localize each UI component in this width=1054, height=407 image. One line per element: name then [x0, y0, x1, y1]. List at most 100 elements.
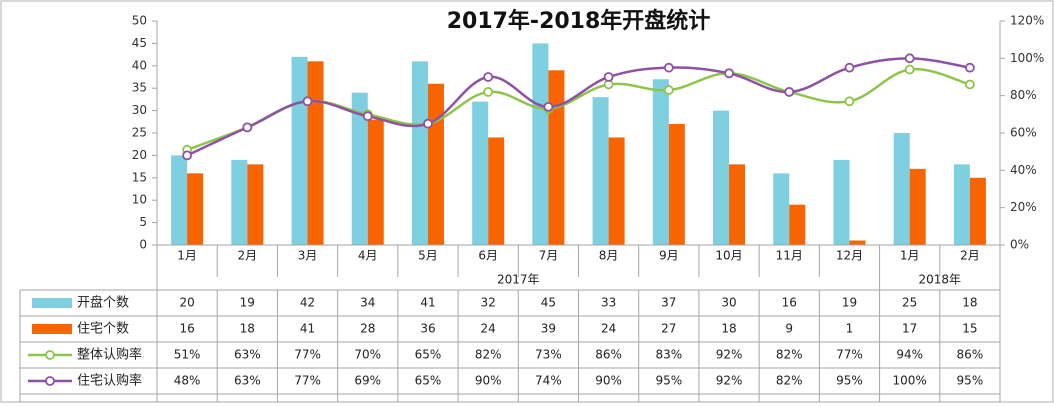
- year-group-label: 2017年: [497, 273, 540, 287]
- data-label: 39: [541, 322, 556, 336]
- x-tick-label: 6月: [478, 249, 498, 263]
- marker-zhuzhai-rate: [603, 72, 614, 82]
- data-label: 70%: [354, 348, 381, 362]
- bar-kaipan: [351, 92, 368, 246]
- marker-zhengti: [904, 64, 915, 75]
- data-label: 41: [420, 296, 435, 310]
- bar-zhuzhai: [488, 137, 505, 245]
- marker-zhengti: [844, 96, 855, 107]
- x-tick-label: 2月: [238, 249, 258, 263]
- bar-kaipan: [833, 159, 850, 245]
- year-group-label: 2018年: [919, 273, 962, 287]
- marker-zhengti: [964, 79, 975, 90]
- data-label: 32: [481, 296, 496, 310]
- data-label: 18: [240, 322, 255, 336]
- legend-key-bar: [32, 298, 72, 308]
- legend-label: 住宅认购率: [77, 373, 142, 389]
- data-label: 95%: [655, 374, 682, 388]
- left-axis-tick-label: 35: [132, 81, 147, 95]
- data-label: 42: [300, 296, 315, 310]
- left-axis-tick-label: 50: [132, 14, 147, 28]
- data-label: 77%: [836, 348, 863, 362]
- chart-title: 2017年-2018年开盘统计: [447, 8, 711, 34]
- bar-kaipan: [652, 79, 669, 246]
- bar-kaipan: [231, 159, 248, 245]
- data-label: 90%: [595, 374, 622, 388]
- x-tick-label: 5月: [418, 249, 438, 263]
- right-axis-tick-label: 20%: [1010, 200, 1037, 214]
- marker-zhuzhai-rate: [543, 101, 554, 112]
- data-label: 100%: [893, 374, 927, 388]
- data-label: 94%: [896, 348, 923, 362]
- bar-zhuzhai: [969, 177, 986, 245]
- marker-zhuzhai-rate: [904, 53, 915, 64]
- data-label: 82%: [776, 348, 803, 362]
- marker-zhuzhai-rate: [844, 62, 855, 73]
- bar-zhuzhai: [789, 204, 806, 245]
- legend-key-marker: [45, 376, 55, 386]
- bar-kaipan: [532, 43, 549, 246]
- legend-key-bar: [32, 324, 72, 334]
- legend-label: 住宅个数: [77, 322, 129, 337]
- data-label: 9: [785, 322, 793, 336]
- marker-zhuzhai-rate: [724, 68, 734, 79]
- marker-zhuzhai-rate: [663, 62, 674, 73]
- right-axis-tick-label: 80%: [1010, 88, 1037, 102]
- data-label: 18: [721, 322, 736, 336]
- data-label: 17: [902, 322, 917, 336]
- bar-kaipan: [171, 155, 188, 245]
- data-label: 41: [300, 322, 315, 336]
- data-label: 20: [179, 296, 194, 310]
- legend-key-marker: [45, 350, 55, 360]
- data-label: 63%: [234, 348, 261, 362]
- marker-zhengti: [483, 87, 494, 97]
- data-label: 30: [721, 296, 736, 310]
- data-label: 24: [601, 322, 616, 336]
- data-label: 45: [541, 296, 556, 310]
- data-label: 86%: [595, 348, 622, 362]
- bar-zhuzhai: [909, 168, 926, 245]
- bar-zhuzhai: [668, 124, 685, 245]
- bar-kaipan: [592, 97, 609, 245]
- x-tick-label: 9月: [659, 249, 679, 263]
- legend-label: 整体认购率: [77, 347, 142, 363]
- data-label: 73%: [535, 348, 562, 362]
- data-label: 69%: [354, 374, 381, 388]
- bar-kaipan: [411, 61, 428, 245]
- data-label: 25: [902, 296, 917, 310]
- x-tick-label: 1月: [177, 249, 197, 263]
- left-axis-tick-label: 30: [132, 103, 147, 117]
- data-label: 77%: [294, 348, 321, 362]
- data-label: 83%: [655, 348, 682, 362]
- left-axis-tick-label: 0: [139, 238, 147, 252]
- data-label: 82%: [475, 348, 502, 362]
- data-label: 51%: [174, 348, 201, 362]
- marker-zhuzhai-rate: [362, 111, 373, 122]
- marker-zhuzhai-rate: [302, 96, 313, 107]
- marker-zhuzhai-rate: [964, 62, 975, 73]
- bar-kaipan: [713, 110, 730, 245]
- bar-zhuzhai: [608, 137, 625, 245]
- left-axis-tick-label: 45: [132, 36, 147, 50]
- bar-zhuzhai: [548, 70, 565, 245]
- data-label: 15: [962, 322, 977, 336]
- marker-zhuzhai-rate: [784, 87, 795, 97]
- bar-zhuzhai: [729, 164, 746, 245]
- left-axis-tick-label: 15: [132, 170, 147, 184]
- x-tick-label: 8月: [599, 249, 619, 263]
- data-label: 24: [481, 322, 496, 336]
- marker-zhuzhai-rate: [423, 118, 433, 129]
- data-label: 95%: [836, 374, 863, 388]
- bar-zhuzhai: [247, 164, 264, 245]
- marker-zhuzhai-rate: [182, 150, 193, 161]
- data-label: 1: [846, 322, 854, 336]
- data-label: 74%: [535, 374, 562, 388]
- data-label: 16: [179, 322, 194, 336]
- x-tick-label: 12月: [836, 249, 863, 263]
- bar-kaipan: [773, 173, 790, 245]
- x-tick-label: 4月: [358, 249, 378, 263]
- bar-kaipan: [472, 101, 489, 245]
- bar-kaipan: [291, 56, 308, 246]
- data-label: 86%: [957, 348, 984, 362]
- data-label: 95%: [957, 374, 984, 388]
